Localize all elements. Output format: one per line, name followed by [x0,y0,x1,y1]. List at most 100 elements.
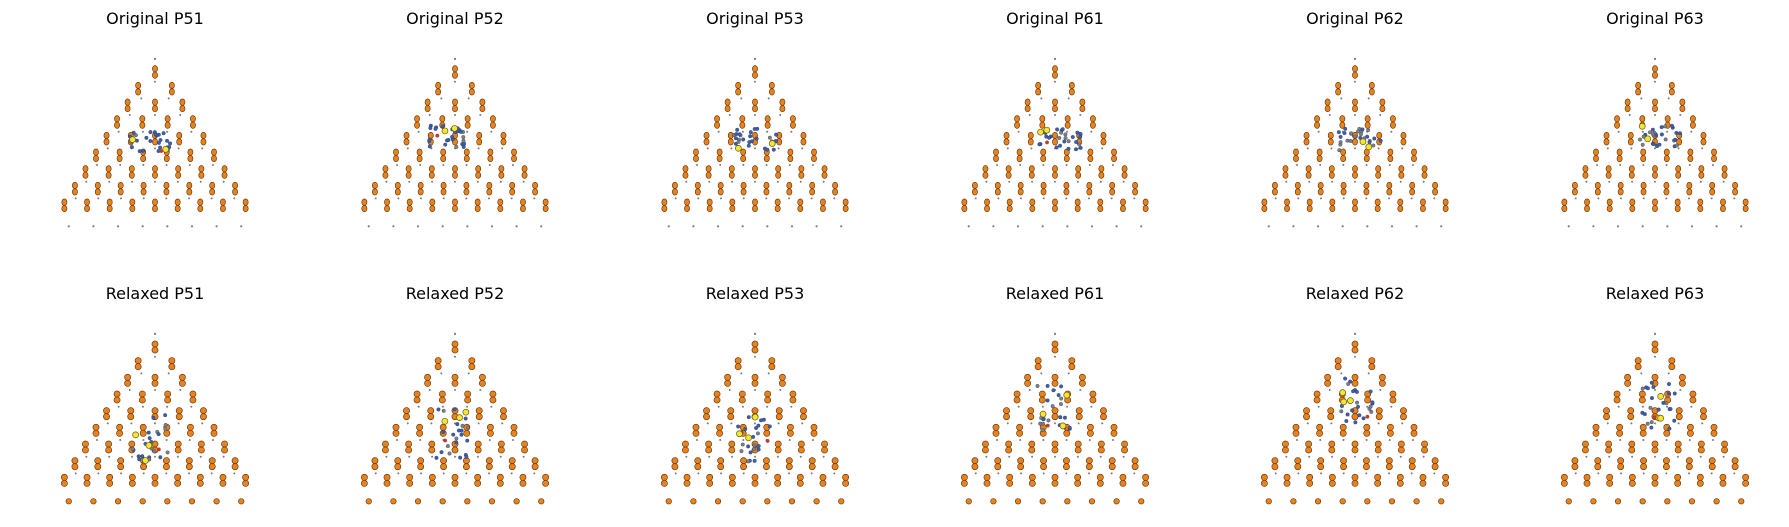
host-atom [821,165,828,173]
host-atom [1272,188,1278,196]
defect-atom-blue [736,424,741,429]
host-atom [972,181,978,189]
interstitial-atom [1654,389,1656,392]
defect-atom-gray [1640,142,1645,147]
interstitial-atom [1676,455,1679,458]
defect-atom-yellow [441,127,449,135]
base-atom [1639,498,1646,505]
interstitial-atom [201,147,204,150]
base-atom [665,498,672,505]
host-atom [152,98,158,106]
interstitial-atom [720,472,723,475]
interstitial-atom [1340,97,1343,100]
host-atom [151,407,159,415]
defect-atom-blue [1645,386,1650,391]
host-atom [1079,98,1086,106]
interstitial-atom [1028,114,1031,117]
defect-atom-blue [754,136,759,141]
defect-atom-blue [752,458,757,463]
interstitial-atom [1317,130,1320,133]
host-atom [440,148,447,156]
interstitial-atom [1399,455,1402,458]
host-atom [1419,473,1427,481]
host-atom [139,115,146,123]
host-atom [728,165,735,173]
host-atom [797,446,805,454]
host-atom [1375,413,1383,421]
host-atom [1690,115,1696,123]
interstitial-atom [211,164,214,167]
host-atom [752,198,758,206]
interstitial-atom [1654,114,1656,117]
host-atom [451,479,459,487]
host-atom [1063,463,1070,471]
host-atom [1410,429,1418,437]
host-atom [1419,479,1427,487]
host-atom [382,165,389,173]
host-atom [1605,440,1613,448]
host-atom [1142,473,1150,481]
host-atom [1131,463,1139,471]
host-atom [672,181,678,189]
host-atom [1051,340,1059,348]
host-atom [414,115,420,123]
defect-atom-gray [1640,386,1645,391]
host-atom [1606,198,1613,206]
host-atom [1306,198,1313,206]
host-atom [175,407,183,415]
host-atom [521,440,528,448]
host-atom [740,155,747,163]
host-atom [200,407,207,415]
base-atom [365,498,372,505]
host-atom [474,198,481,206]
host-atom [178,379,186,387]
interstitial-atom [1574,472,1577,475]
host-atom [811,148,817,156]
host-atom [724,98,731,106]
host-atom [1689,390,1697,398]
host-atom [1068,81,1075,89]
host-atom [763,188,770,196]
interstitial-atom [406,422,409,425]
host-atom [775,407,783,415]
interstitial-atom [154,114,156,117]
host-atom [1397,205,1404,213]
host-atom [683,479,691,487]
host-atom [984,205,990,213]
host-atom [1294,457,1302,465]
host-atom [128,171,135,179]
interstitial-atom [1701,147,1704,150]
interstitial-atom [811,164,814,167]
interstitial-atom [119,164,122,167]
host-atom [740,188,747,196]
host-atom [1293,155,1299,163]
panel-title: Original P61 [1006,9,1104,28]
host-atom [1742,473,1750,481]
interstitial-atom [1317,405,1320,408]
host-atom [500,407,507,415]
host-atom [231,457,239,465]
host-atom [1100,407,1107,415]
interstitial-atom [120,472,123,475]
base-atom [815,225,818,228]
interstitial-atom [1399,180,1402,183]
host-atom [1675,413,1683,421]
base-atom [692,225,695,228]
defect-atom-blue [1650,396,1654,401]
host-atom [1063,188,1070,196]
host-atom [1351,413,1359,421]
interstitial-atom [1388,164,1391,167]
host-atom [1679,98,1686,106]
host-atom [1324,98,1331,106]
host-atom [405,171,412,179]
host-atom [1624,98,1631,106]
host-atom [487,148,494,156]
host-atom [1698,171,1705,179]
interstitial-atom [74,472,77,475]
interstitial-atom [188,439,191,442]
host-atom [1121,171,1128,179]
host-atom [475,413,483,421]
interstitial-atom [1006,147,1009,150]
interstitial-atom [167,97,170,100]
host-atom [1086,181,1093,189]
